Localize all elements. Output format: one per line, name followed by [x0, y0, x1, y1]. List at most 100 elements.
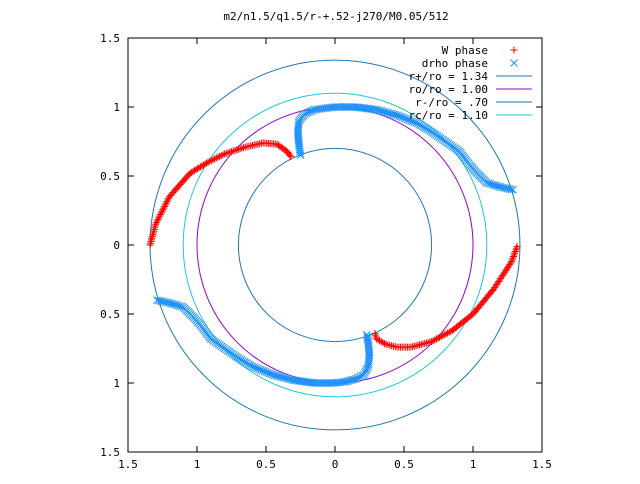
legend-label: rc/ro = 1.10 — [409, 109, 488, 122]
drho-phase-point — [510, 59, 518, 67]
w-phase-point — [160, 204, 168, 212]
drho-phase-point — [334, 103, 343, 111]
y-tick-label: 0.5 — [100, 308, 120, 321]
w-phase-point — [509, 253, 517, 260]
w-phase-point — [432, 335, 440, 343]
legend-label: r-/ro = .70 — [415, 96, 488, 109]
drho-phase-point — [316, 379, 324, 387]
drho-phase-point — [321, 379, 330, 387]
drho-phase-point — [349, 103, 358, 111]
w-phase-point — [513, 244, 521, 252]
drho-phase-point — [312, 379, 321, 387]
w-phase-point — [510, 46, 518, 54]
drho-phase-point — [317, 379, 326, 387]
w-phase-point — [219, 151, 227, 159]
x-tick-label: 1.5 — [532, 458, 552, 471]
w-phase-point — [286, 151, 294, 159]
w-phase-point — [156, 212, 164, 220]
drho-phase-point — [296, 149, 305, 158]
y-tick-label: 0.5 — [100, 170, 120, 183]
w-phase-point — [156, 211, 164, 219]
w-phase-point — [439, 332, 447, 340]
w-phase-point — [511, 249, 519, 257]
x-tick-label: 1 — [194, 458, 201, 471]
data-points — [146, 103, 521, 387]
w-phase-point — [206, 157, 214, 165]
drho-phase-point — [336, 103, 345, 111]
legend-label: ro/ro = 1.00 — [409, 83, 488, 96]
w-phase-point — [204, 158, 212, 166]
w-phase-point — [209, 156, 217, 164]
w-phase-point — [429, 337, 437, 345]
w-phase-point — [513, 242, 521, 250]
w-phase-point — [434, 334, 442, 342]
w-phase-point — [228, 148, 235, 156]
w-phase-point — [371, 329, 379, 337]
w-phase-point — [509, 254, 517, 262]
w-phase-point — [287, 153, 295, 161]
legend-label: W phase — [442, 44, 488, 57]
w-phase-point — [221, 150, 229, 158]
drho-phase-point — [314, 379, 322, 387]
w-phase-point — [445, 328, 453, 336]
y-tick-label: 1.5 — [100, 446, 120, 459]
w-phase-point — [152, 220, 160, 228]
x-tick-label: 0.5 — [394, 458, 414, 471]
drho-phase-point — [310, 379, 319, 387]
w-phase-point — [442, 330, 450, 338]
drho-phase-point — [346, 103, 354, 111]
w-phase-point — [444, 329, 452, 337]
w-phase-point — [214, 153, 222, 161]
w-phase-point — [159, 206, 167, 214]
drho-phase-point — [363, 332, 371, 341]
w-phase-point — [436, 333, 444, 341]
drho-phase-point — [327, 379, 336, 387]
axis-ticks: 1.5 1 0.5 0 0.5 1 1.51.510.500.511.5 — [100, 32, 552, 471]
w-phase-point — [157, 209, 165, 217]
w-phase-point — [207, 157, 215, 165]
w-phase-point — [164, 196, 172, 204]
drho-phase-point — [362, 330, 371, 339]
circle-rc-ro-1-10 — [182, 92, 488, 398]
drho-phase-point — [325, 379, 334, 387]
w-phase-point — [512, 246, 520, 254]
w-phase-point — [216, 152, 224, 160]
w-phase-point — [217, 152, 225, 160]
series-w-phase — [146, 139, 521, 351]
w-phase-point — [234, 145, 242, 153]
drho-phase-point — [319, 379, 328, 387]
w-phase-point — [153, 217, 161, 225]
w-phase-point — [212, 154, 220, 162]
w-phase-point — [511, 247, 519, 255]
x-tick-label: 1 — [470, 458, 477, 471]
y-tick-label: 1.5 — [100, 32, 120, 45]
drho-phase-point — [342, 103, 351, 111]
x-tick-label: 0 — [332, 458, 339, 471]
drho-phase-point — [344, 103, 353, 111]
x-tick-label: 1.5 — [118, 458, 138, 471]
w-phase-point — [226, 148, 234, 156]
w-phase-point — [437, 333, 445, 341]
w-phase-point — [431, 336, 439, 344]
w-phase-point — [161, 202, 169, 210]
chart-title: m2/n1.5/q1.5/r-+.52-j270/M0.05/512 — [223, 10, 448, 23]
w-phase-point — [238, 144, 246, 152]
drho-phase-point — [296, 151, 305, 160]
series-drho-phase — [153, 103, 517, 387]
drho-phase-point — [351, 103, 360, 111]
w-phase-point — [447, 327, 455, 335]
y-tick-label: 0 — [113, 239, 120, 252]
drho-phase-point — [338, 103, 347, 111]
w-phase-point — [222, 149, 230, 157]
w-phase-point — [240, 144, 248, 152]
y-tick-label: 1 — [113, 377, 120, 390]
w-phase-point — [203, 159, 211, 167]
w-phase-point — [211, 155, 219, 163]
w-phase-point — [233, 146, 241, 154]
w-phase-point — [162, 199, 170, 207]
w-phase-point — [440, 331, 448, 339]
drho-phase-point — [340, 103, 349, 111]
